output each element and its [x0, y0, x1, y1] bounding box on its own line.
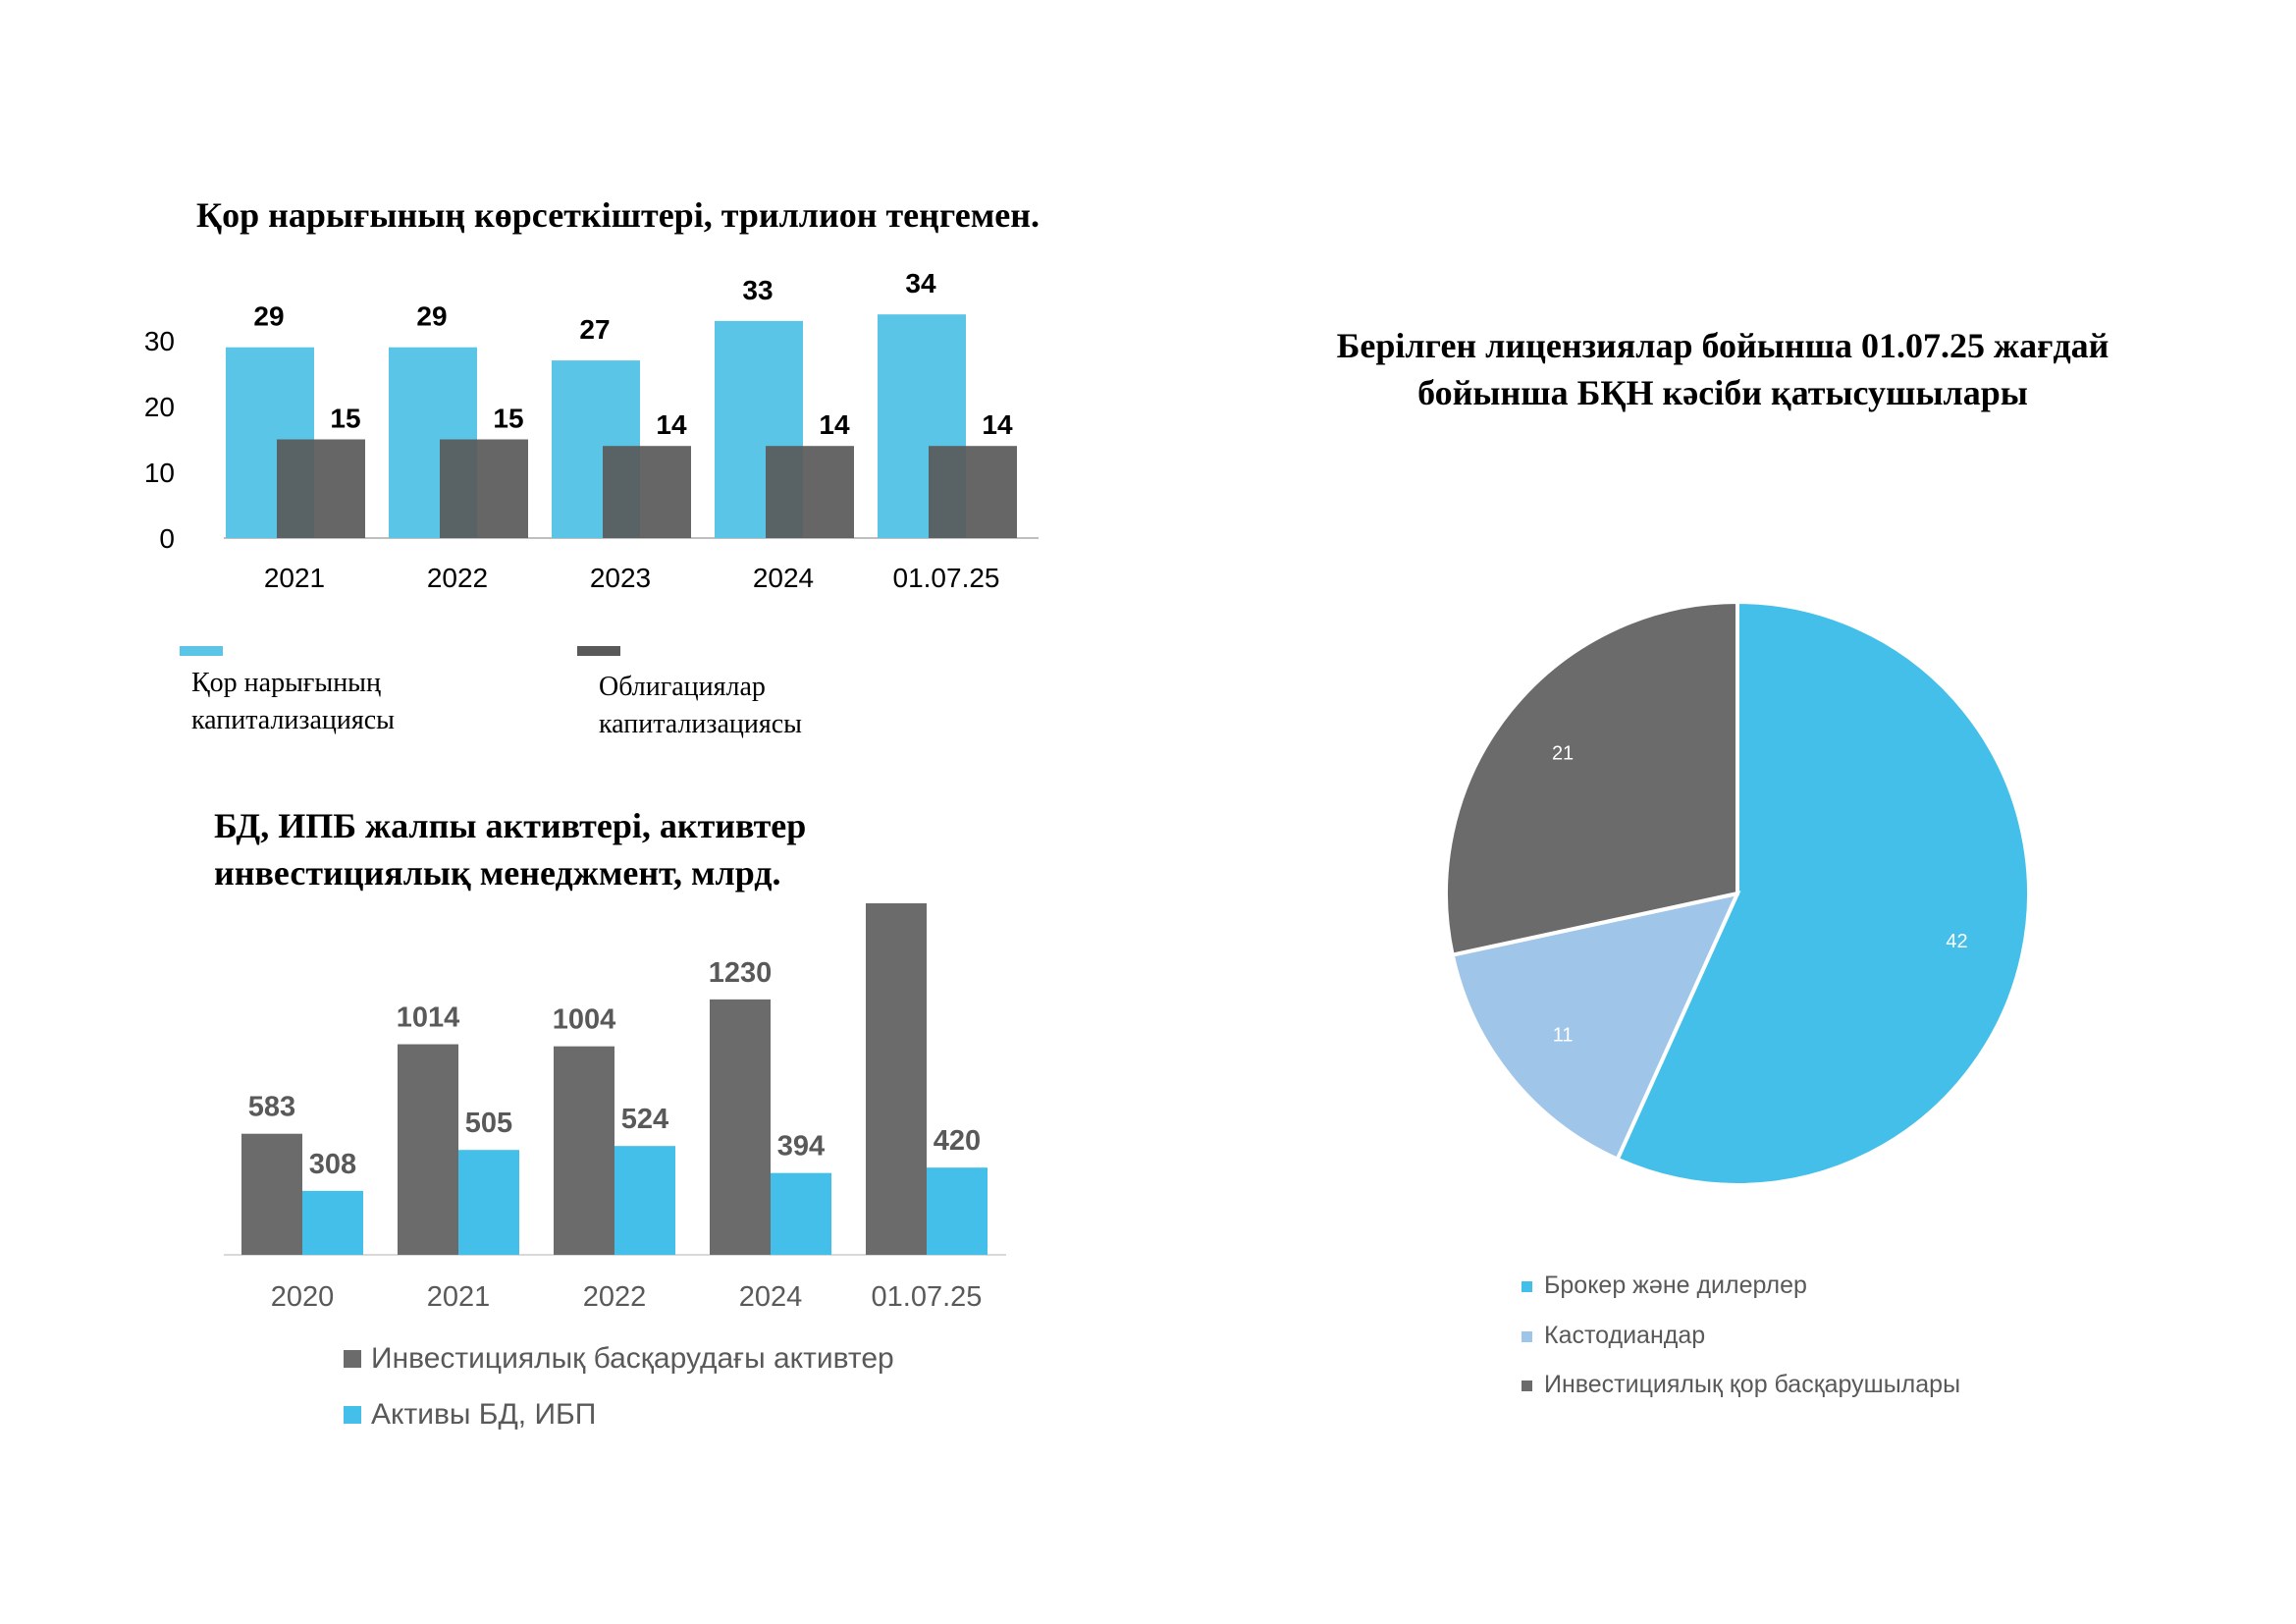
chart3-slice [1615, 599, 2031, 1187]
chart1-category-label: 2024 [753, 563, 814, 593]
chart1-category-label: 01.07.25 [893, 563, 1000, 593]
chart3-title: Берілген лицензиялар бойынша 01.07.25 жа… [1336, 326, 2109, 412]
chart2-bar-investment [398, 1044, 458, 1255]
chart1-category-label: 2021 [264, 563, 325, 593]
chart2-legend-label: Инвестициялық басқарудағы активтер [371, 1342, 894, 1375]
chart1-legend-item-bonds: Облигациялар капитализациясы [577, 643, 872, 743]
chart2-data-label: 420 [934, 1125, 981, 1157]
chart3-slice [1450, 891, 1741, 1163]
chart2-data-label: 1230 [709, 957, 773, 989]
chart2-legend-item-investment: Инвестициялық басқарудағы активтер [344, 1342, 894, 1376]
chart3-legend-swatch [1522, 1280, 1532, 1292]
chart2-bar-assets [927, 1167, 988, 1255]
chart1-data-label: 29 [416, 301, 447, 332]
chart2-category-label: 2022 [583, 1281, 647, 1313]
chart1-data-label: 27 [579, 314, 610, 345]
chart1-data-label: 14 [982, 409, 1013, 440]
chart2-data-label: 1004 [553, 1004, 616, 1036]
chart1-legend-item-capitalization: Қор нарығының капитализациясы [180, 643, 474, 739]
chart1-bar-bonds [929, 446, 1017, 538]
chart2-category-label: 01.07.25 [872, 1281, 983, 1313]
chart1-data-label: 14 [819, 409, 850, 440]
chart2-data-label: 583 [248, 1092, 295, 1123]
chart2-data-label: 394 [777, 1131, 825, 1163]
chart2-category-label: 2020 [271, 1281, 335, 1313]
chart1-data-label: 34 [905, 268, 936, 298]
chart2-data-label: 524 [621, 1104, 668, 1135]
chart2-bar-assets [302, 1190, 363, 1255]
chart1-bar-bonds [766, 446, 854, 538]
chart2-data-label: 1014 [397, 1002, 460, 1034]
chart2-legend-swatch [344, 1350, 361, 1368]
chart2-bar-investment [866, 903, 927, 1255]
chart3-legend-swatch [1522, 1330, 1532, 1342]
chart3-legend-swatch [1522, 1380, 1532, 1391]
chart3-slice-label: 21 [1552, 742, 1574, 764]
chart2-legend-item-assets: Активы БД, ИБП [344, 1398, 596, 1432]
chart2-bar-investment [554, 1046, 614, 1255]
chart2-data-label: 308 [309, 1149, 356, 1180]
chart3-slice [1444, 599, 1739, 957]
chart3-legend-item-fund-managers: Инвестициялық қор басқарушылары [1522, 1371, 1960, 1399]
chart2-data-label: 505 [465, 1108, 512, 1139]
chart3-legend-label: Инвестициялық қор басқарушылары [1544, 1371, 1961, 1398]
chart1-title: Қор нарығының көрсеткіштері, триллион те… [196, 195, 1040, 235]
chart1-ytick-label: 0 [159, 523, 175, 554]
chart1-bar-bonds [603, 446, 691, 538]
chart2-category-label: 2021 [427, 1281, 491, 1313]
chart1-legend-swatch [577, 646, 620, 656]
chart2-legend-swatch [344, 1406, 361, 1424]
chart3-slice-label: 11 [1553, 1025, 1574, 1047]
chart1-legend-label: Облигациялар капитализациясы [599, 672, 802, 739]
chart2-bar-assets [614, 1146, 675, 1255]
chart2-plot: 583 308 2020 1014 505 2021 1004 524 2022 1230 394 2… [224, 903, 1006, 1313]
chart1-ytick-label: 10 [144, 458, 175, 488]
chart3-slice-label: 42 [1946, 931, 1967, 952]
chart3-legend-item-custodians: Кастодиандар [1522, 1322, 1705, 1350]
chart1-data-label: 14 [656, 409, 687, 440]
chart2-bar-investment [241, 1133, 302, 1255]
chart2-bar-investment [710, 999, 771, 1255]
chart1-category-label: 2023 [590, 563, 651, 593]
chart1-plot: 0 10 20 30 29 15 2021 29 15 2022 27 14 2023 33 14 2024 3… [144, 268, 1039, 593]
chart2-bar-assets [771, 1172, 831, 1255]
chart1-data-label: 15 [330, 404, 360, 434]
chart1-data-label: 33 [742, 275, 773, 305]
chart3-legend-label: Брокер және дилерлер [1544, 1272, 1807, 1299]
chart1-bar-bonds [440, 439, 528, 538]
chart2-category-label: 2024 [739, 1281, 803, 1313]
chart2-bar-assets [458, 1150, 519, 1255]
chart3-plot: 42 11 21 [1444, 599, 2031, 1187]
chart1-category-label: 2022 [427, 563, 488, 593]
chart1-ytick-label: 30 [144, 326, 175, 356]
chart1-legend-label: Қор нарығының капитализациясы [191, 668, 395, 735]
chart1-data-label: 29 [253, 301, 284, 332]
chart1-bar-bonds [277, 439, 365, 538]
chart1-ytick-label: 20 [144, 392, 175, 422]
chart1-data-label: 15 [493, 404, 523, 434]
chart3-legend-label: Кастодиандар [1544, 1322, 1706, 1349]
chart2-legend-label: Активы БД, ИБП [371, 1398, 597, 1431]
chart1-legend-swatch [180, 646, 223, 656]
chart3-legend-item-brokers: Брокер және дилерлер [1522, 1272, 1807, 1300]
chart2-title: БД, ИПБ жалпы активтері, активтер инвест… [214, 806, 807, 893]
